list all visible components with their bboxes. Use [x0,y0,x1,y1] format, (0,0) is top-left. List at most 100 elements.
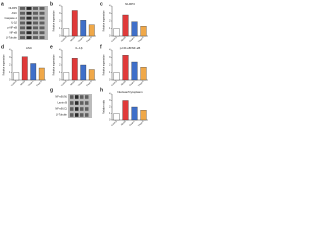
y-tick-label: 2 [109,64,111,67]
blot-band [26,36,32,40]
bar [122,14,129,37]
y-axis-label: Relative ratio [103,99,106,114]
panel-letter: b [50,1,53,7]
blot-label: NF-κB (C) [55,107,67,111]
y-tick-label: 0 [109,119,111,122]
blot-band [26,16,32,20]
blot-label: p-NF-κB [7,26,17,30]
bar [113,28,120,37]
chart-title: p-NF-κB/NF-κB [120,46,141,50]
bar [13,72,20,81]
blot-band [80,95,84,99]
figure: a b cd e fg hNLRP3ASCCaspase-1IL-1βp-NF-κBNF-… [1,1,148,128]
blot-band [20,6,25,10]
y-tick-label: 2 [109,106,111,109]
bar [80,20,87,37]
bar [30,63,37,81]
panel-letter: c [100,1,103,7]
chart-title: IL-1β [76,46,83,50]
blot-label: Lamin B [57,101,67,105]
x-tick-label: Treat-L [129,35,137,43]
blot-band [85,101,89,105]
y-tick-label: 0 [109,79,111,82]
blot-band [26,21,32,25]
blot-label: NLRP3 [9,6,18,10]
blot-band [20,31,25,35]
bar [140,110,147,121]
blot-band [33,36,38,40]
y-tick-label: 4 [59,49,61,52]
x-tick-label: Control [111,120,118,127]
blot-label: β-Tubulin [56,113,67,117]
x-tick-label: Control [60,36,67,43]
bar [140,67,147,81]
panel-letter: f [100,44,102,50]
y-tick-label: 3 [59,56,61,59]
blot-band [70,113,74,117]
bar [122,55,129,81]
blot-band [75,101,79,105]
blot-band [20,36,25,40]
y-tick-label: 2 [9,64,11,67]
blot-band [33,6,38,10]
x-tick-label: Treat-H [137,80,145,88]
y-tick-label: 1 [109,71,111,74]
blot-band [26,6,32,10]
blot-label: ASC [12,11,17,15]
bar [71,58,78,81]
y-tick-label: 3 [59,12,61,15]
chart-title: Nuclear/Cytoplasm [117,90,143,94]
x-tick-label: Control [111,36,118,43]
blot-band [33,31,38,35]
x-tick-label: Model [70,80,76,86]
blot-band [39,11,45,15]
blot-band [39,16,45,20]
bar [122,100,129,121]
panel-letter: a [1,1,4,7]
blot-band [26,11,32,15]
x-tick-label: Control [60,80,67,87]
x-tick-label: Model [20,80,26,86]
x-tick-label: Control [10,80,17,87]
blot-band [39,6,45,10]
blot-band [70,95,74,99]
y-tick-label: 3 [109,12,111,15]
y-tick-label: 3 [109,56,111,59]
bar [38,67,45,81]
panel-letter: h [100,87,103,93]
y-tick-label: 0 [109,35,111,38]
y-tick-label: 0 [9,79,11,82]
blot-band [20,21,25,25]
bar [131,61,138,81]
y-tick-label: 4 [59,5,61,8]
blot-band [20,11,25,15]
blot-band [39,36,45,40]
y-tick-label: 3 [109,99,111,102]
blot-band [20,26,25,30]
bar [131,106,138,121]
y-axis-label: Relative expression [103,10,106,32]
blot-band [85,113,89,117]
y-tick-label: 1 [109,112,111,115]
y-tick-label: 1 [109,27,111,30]
y-tick-label: 1 [9,71,11,74]
panel-letter: d [1,44,4,50]
bar [80,64,87,81]
blot-band [85,107,89,111]
blot-band [75,95,79,99]
y-tick-label: 4 [109,93,111,96]
x-tick-label: Treat-L [77,35,85,43]
y-tick-label: 3 [9,56,11,59]
panel-letter: e [50,44,53,50]
x-tick-label: Model [121,36,127,42]
bar [63,28,70,37]
blot-band [33,21,38,25]
x-tick-label: Treat-L [129,119,137,127]
blot-band [33,11,38,15]
y-tick-label: 1 [59,71,61,74]
blot-band [39,31,45,35]
blot-label: Caspase-1 [4,16,17,20]
y-tick-label: 4 [109,5,111,8]
bar [63,72,70,81]
x-tick-label: Treat-H [137,120,145,128]
